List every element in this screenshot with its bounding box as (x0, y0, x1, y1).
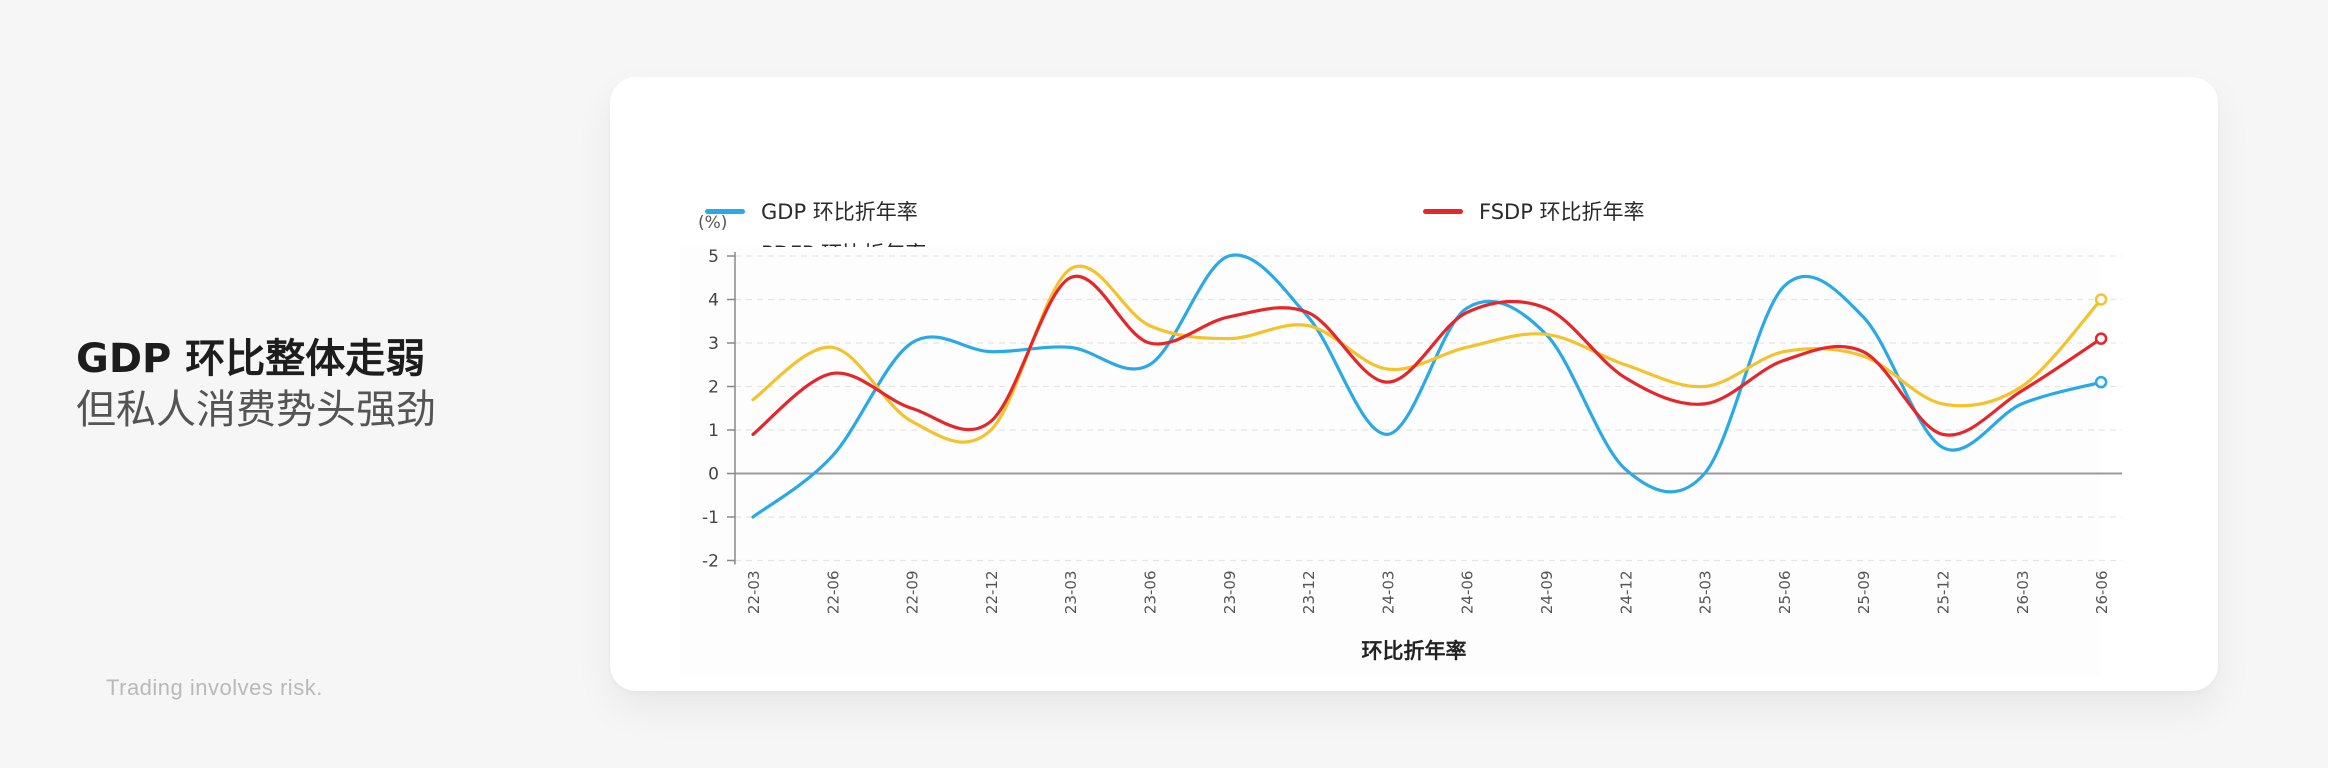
legend-label-gdp: GDP 环比折年率 (761, 200, 918, 224)
series-line-0 (751, 253, 2103, 519)
axis-layer: 5 4 3 2 1 0 -1 -2 22-03 22-06 22-09 22-12 23-03 23-06… (702, 247, 2111, 614)
risk-disclaimer: Trading involves risk. (106, 675, 323, 700)
series-layer (751, 253, 2108, 519)
legend-swatch-fsdp (1423, 208, 1463, 214)
legend-item-gdp: GDP 环比折年率 (705, 196, 918, 226)
x-tick-label: 23-03 (1062, 571, 1080, 615)
line-chart: 5 4 3 2 1 0 -1 -2 22-03 22-06 22-09 22-12 23-03 23-06… (680, 247, 2122, 677)
x-tick-label: 22-12 (983, 571, 1001, 615)
headline: GDP 环比整体走弱 但私人消费势头强劲 (76, 334, 596, 436)
legend-label-fsdp: FSDP 环比折年率 (1479, 200, 1645, 224)
x-tick-label: 23-09 (1221, 571, 1239, 615)
series-end-marker-2 (2094, 293, 2108, 306)
x-tick-label: 22-03 (745, 571, 763, 615)
y-tick-label: 5 (708, 247, 719, 267)
x-tick-label: 25-06 (1776, 571, 1794, 615)
x-tick-label: 24-06 (1459, 571, 1477, 615)
x-tick-label: 24-12 (1617, 571, 1635, 615)
y-tick-label: 3 (708, 334, 719, 354)
series-end-marker-0 (2094, 375, 2108, 389)
series-end-marker-1 (2094, 332, 2108, 345)
headline-subtitle: 但私人消费势头强劲 (76, 387, 436, 433)
y-tick-label: -2 (702, 552, 719, 572)
x-tick-label: 24-09 (1538, 571, 1556, 615)
x-tick-label: 26-06 (2093, 571, 2111, 615)
legend-swatch-gdp (705, 208, 745, 214)
legend-item-fsdp: FSDP 环比折年率 (1423, 196, 1645, 226)
x-tick-label: 23-06 (1142, 571, 1160, 615)
x-axis-label: 环比折年率 (1361, 639, 1467, 663)
x-tick-label: 26-03 (2014, 571, 2032, 615)
x-tick-label: 25-03 (1697, 571, 1715, 615)
y-tick-label: 1 (708, 421, 719, 441)
y-tick-label: 0 (708, 465, 719, 485)
x-tick-label: 23-12 (1300, 571, 1318, 615)
series-line-1 (751, 274, 2103, 437)
x-tick-label: 24-03 (1379, 571, 1397, 615)
y-tick-label: -1 (702, 508, 719, 528)
x-tick-label: 22-06 (824, 571, 842, 615)
x-tick-label: 25-12 (1935, 571, 1953, 615)
series-line-2 (751, 264, 2103, 444)
headline-title: GDP 环比整体走弱 (76, 336, 426, 382)
x-tick-label: 22-09 (904, 571, 922, 615)
y-tick-label: 2 (708, 378, 719, 398)
x-tick-label: 25-09 (1855, 571, 1873, 615)
chart-card: GDP 环比折年率 FSDP 环比折年率 PDFP 环比折年率 (%) 5432… (610, 77, 2218, 691)
y-unit-label: (%) (698, 213, 728, 233)
grid-layer (735, 255, 2122, 562)
y-tick-label: 4 (708, 291, 719, 311)
